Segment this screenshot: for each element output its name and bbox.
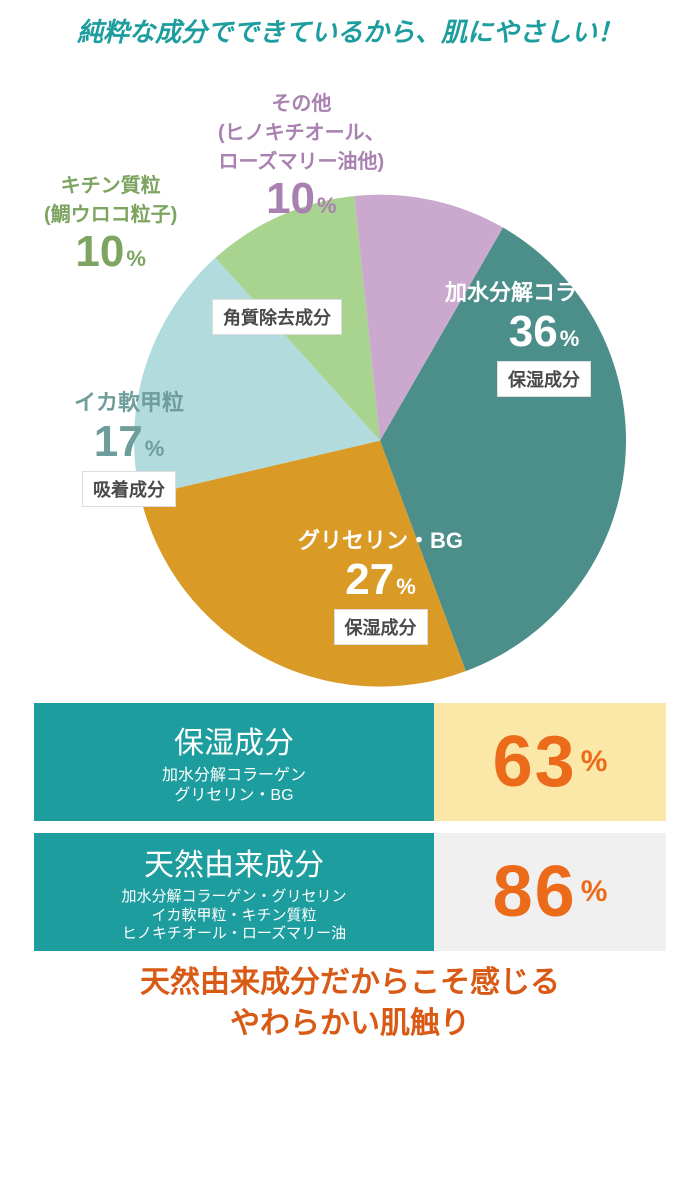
- pie-chart: 加水分解コラーゲン36%保湿成分グリセリン・BG27%保湿成分イカ軟甲粒17%吸…: [0, 55, 700, 695]
- summary-detail: 加水分解コラーゲン・グリセリンイカ軟甲粒・キチン質粒ヒノキチオール・ローズマリー…: [121, 888, 346, 944]
- summary-row: 天然由来成分加水分解コラーゲン・グリセリンイカ軟甲粒・キチン質粒ヒノキチオール・…: [34, 833, 666, 951]
- summary-percent: 86%: [434, 833, 666, 951]
- slice-ingredient: その他(ヒノキチオール、ローズマリー油他): [218, 87, 385, 174]
- slice-ingredient: グリセリン・BG: [298, 523, 463, 555]
- slice-label-other: その他(ヒノキチオール、ローズマリー油他)10%: [218, 87, 385, 224]
- summary-section: 保湿成分加水分解コラーゲングリセリン・BG63%天然由来成分加水分解コラーゲン・…: [0, 695, 700, 951]
- slice-percent: 10%: [44, 227, 177, 277]
- summary-left: 保湿成分加水分解コラーゲングリセリン・BG: [34, 703, 434, 821]
- summary-title: 天然由来成分: [144, 840, 324, 884]
- summary-detail: 加水分解コラーゲングリセリン・BG: [162, 766, 306, 806]
- slice-percent: 10%: [218, 174, 385, 224]
- summary-percent: 63%: [434, 703, 666, 821]
- summary-title: 保湿成分: [174, 718, 294, 762]
- slice-component-box: 角質除去成分: [212, 299, 342, 335]
- slice-component-box: 保湿成分: [497, 361, 591, 397]
- slice-percent: 17%: [74, 417, 184, 467]
- slice-ingredient: 加水分解コラーゲン: [445, 275, 643, 307]
- summary-left: 天然由来成分加水分解コラーゲン・グリセリンイカ軟甲粒・キチン質粒ヒノキチオール・…: [34, 833, 434, 951]
- slice-ingredient: キチン質粒(鯛ウロコ粒子): [44, 169, 177, 227]
- slice-label-collagen: 加水分解コラーゲン36% 保湿成分: [445, 275, 643, 397]
- slice-component-box: 吸着成分: [82, 471, 176, 507]
- slice-ingredient: イカ軟甲粒: [74, 385, 184, 417]
- slice-percent: 36%: [445, 307, 643, 357]
- slice-label-glycerin: グリセリン・BG27% 保湿成分: [298, 523, 463, 645]
- slice-percent: 27%: [298, 555, 463, 605]
- summary-row: 保湿成分加水分解コラーゲングリセリン・BG63%: [34, 703, 666, 821]
- slice-label-chitin: キチン質粒(鯛ウロコ粒子)10%: [44, 169, 177, 277]
- headline: 純粋な成分でできているから、肌にやさしい！: [0, 0, 700, 55]
- slice-label-ika: イカ軟甲粒17% 吸着成分: [74, 385, 184, 507]
- footer-copy: 天然由来成分だからこそ感じるやわらかい肌触り: [0, 963, 700, 1044]
- slice-component-box: 保湿成分: [334, 609, 428, 645]
